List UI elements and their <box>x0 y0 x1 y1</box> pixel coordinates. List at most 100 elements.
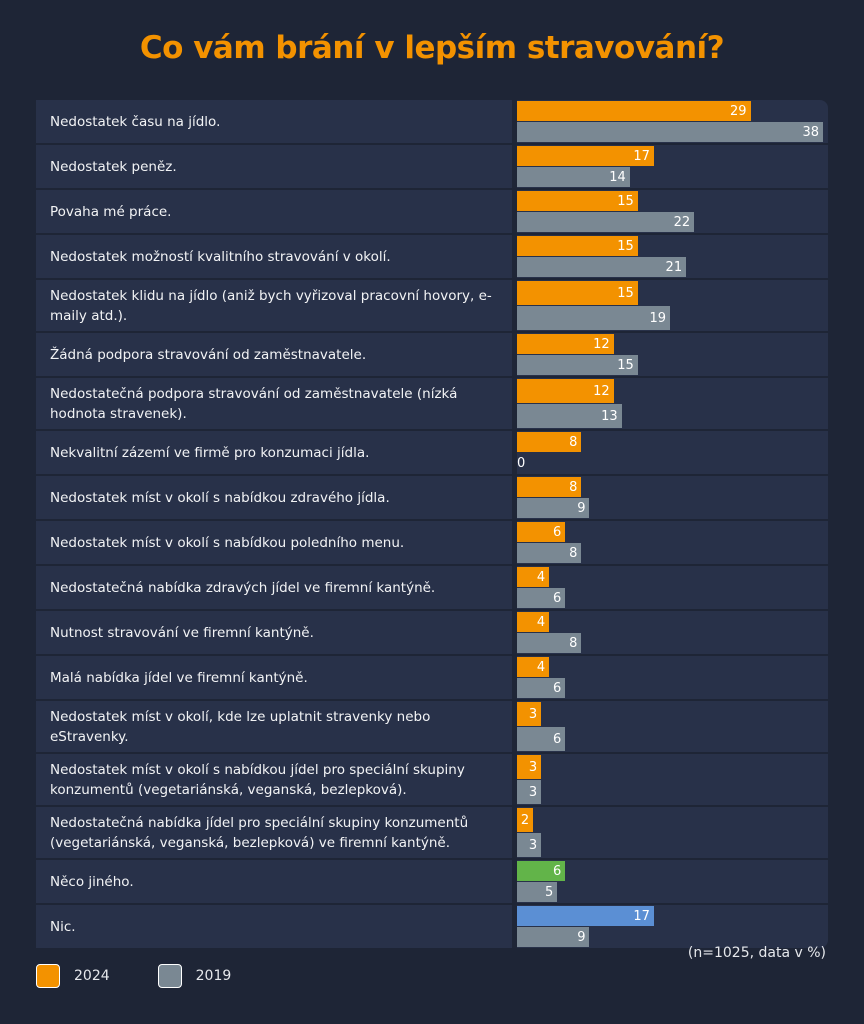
data-label: 29 <box>729 103 747 119</box>
data-label: 3 <box>528 759 538 775</box>
chart-row: Nedostatečná nabídka zdravých jídel ve f… <box>36 566 828 609</box>
bar-2024: 4 <box>517 612 550 632</box>
data-label: 6 <box>553 731 562 747</box>
chart-row: Nedostatek míst v okolí s nabídkou jídel… <box>36 754 828 805</box>
data-label: 3 <box>528 706 538 722</box>
bar-2019: 6 <box>517 588 566 608</box>
chart-row: Nedostatek času na jídlo. 29 38 <box>36 100 828 143</box>
data-label: 17 <box>633 908 650 924</box>
bar-2024: 4 <box>517 567 550 587</box>
bar-2024: 17 <box>517 146 654 166</box>
category-label: Povaha mé práce. <box>36 190 517 233</box>
category-label: Žádná podpora stravování od zaměstnavate… <box>36 333 517 376</box>
bar-2019: 6 <box>517 727 566 751</box>
category-label: Nedostatečná nabídka zdravých jídel ve f… <box>36 566 517 609</box>
data-label: 9 <box>577 929 586 945</box>
bar-2019: 19 <box>517 306 670 330</box>
category-label: Nedostatek míst v okolí, kde lze uplatni… <box>36 701 517 752</box>
data-label: 6 <box>553 680 562 696</box>
data-label: 12 <box>593 336 610 352</box>
category-label: Nedostatek peněz. <box>36 145 517 188</box>
data-label: 15 <box>617 357 634 373</box>
chart-row: Nedostatek míst v okolí, kde lze uplatni… <box>36 701 828 752</box>
chart-row: Nedostatek peněz. 17 14 <box>36 145 828 188</box>
sample-note: (n=1025, data v %) <box>687 945 826 961</box>
category-label: Nutnost stravování ve firemní kantýně. <box>36 611 517 654</box>
category-label: Nedostatek míst v okolí s nabídkou poled… <box>36 521 517 564</box>
chart-row: Nedostatek míst v okolí s nabídkou poled… <box>36 521 828 564</box>
chart-row: Nedostatečná nabídka jídel pro speciální… <box>36 807 828 858</box>
bar-2019: 21 <box>517 257 687 277</box>
category-label: Nedostatečná nabídka jídel pro speciální… <box>36 807 517 858</box>
legend-label: 2024 <box>74 968 110 984</box>
category-label: Nedostatek míst v okolí s nabídkou zdrav… <box>36 476 517 519</box>
bar-2024: 15 <box>517 191 638 211</box>
bar-2024: 6 <box>517 861 566 881</box>
bar-2019: 22 <box>517 212 695 232</box>
category-label: Nekvalitní zázemí ve firmě pro konzumaci… <box>36 431 517 474</box>
data-label: 8 <box>569 545 578 561</box>
bar-2019: 3 <box>517 780 542 804</box>
legend-item-2024: 2024 <box>36 964 110 988</box>
data-label: 6 <box>553 524 562 540</box>
chart-row: Nedostatek klidu na jídlo (aniž bych vyř… <box>36 280 828 331</box>
bar-2024: 8 <box>517 477 582 497</box>
bar-2019: 3 <box>517 833 542 857</box>
data-label: 21 <box>665 259 683 275</box>
bar-2024: 2 <box>517 808 534 832</box>
bar-2019: 38 <box>517 122 823 142</box>
data-label: 4 <box>536 569 546 585</box>
data-label: 8 <box>569 635 578 651</box>
data-label: 8 <box>569 479 578 495</box>
bar-2024: 3 <box>517 702 542 726</box>
legend: 2024 2019 <box>36 964 279 988</box>
chart-row: Malá nabídka jídel ve firemní kantýně. 4 6 <box>36 656 828 699</box>
data-label: 5 <box>544 884 554 900</box>
bar-2024: 12 <box>517 379 614 403</box>
bar-2019: 13 <box>517 404 622 428</box>
data-label: 17 <box>633 148 650 164</box>
data-label: 15 <box>617 238 634 254</box>
data-label: 2 <box>520 812 530 828</box>
chart-row: Žádná podpora stravování od zaměstnavate… <box>36 333 828 376</box>
bar-2024: 29 <box>517 101 751 121</box>
chart-row: Nic. 17 9 <box>36 905 828 948</box>
category-label: Nedostatek možností kvalitního stravován… <box>36 235 517 278</box>
data-label: 9 <box>577 500 586 516</box>
legend-swatch-2019 <box>157 964 182 988</box>
data-label: 14 <box>609 169 626 185</box>
chart-row: Nedostatečná podpora stravování od zaměs… <box>36 378 828 429</box>
data-label: 38 <box>802 124 819 140</box>
bar-2024: 15 <box>517 236 638 256</box>
data-label: 6 <box>553 863 562 879</box>
data-label: 15 <box>617 193 634 209</box>
category-label: Nic. <box>36 905 517 948</box>
legend-label: 2019 <box>195 968 232 984</box>
data-label: 3 <box>528 837 538 853</box>
legend-swatch-2024 <box>36 964 60 988</box>
bar-2019: 8 <box>517 633 582 653</box>
bar-2024: 8 <box>517 432 582 452</box>
bar-2019: 5 <box>517 882 558 902</box>
bar-2019: 15 <box>517 355 638 375</box>
chart-row: Nedostatek možností kvalitního stravován… <box>36 235 828 278</box>
data-label: 3 <box>528 784 538 800</box>
bar-2019: 9 <box>517 498 590 518</box>
bar-2019: 9 <box>517 927 590 947</box>
data-label: 12 <box>593 383 610 399</box>
category-label: Nedostatek míst v okolí s nabídkou jídel… <box>36 754 517 805</box>
data-label: 15 <box>617 285 634 301</box>
chart-title: Co vám brání v lepším stravování? <box>139 30 725 66</box>
data-label: 4 <box>536 614 546 630</box>
data-label: 6 <box>553 590 562 606</box>
category-label: Něco jiného. <box>36 860 517 903</box>
category-label: Nedostatečná podpora stravování od zaměs… <box>36 378 517 429</box>
category-label: Nedostatek klidu na jídlo (aniž bych vyř… <box>36 280 517 331</box>
chart-row: Nutnost stravování ve firemní kantýně. 4 8 <box>36 611 828 654</box>
chart-row: Nekvalitní zázemí ve firmě pro konzumaci… <box>36 431 828 474</box>
chart-row: Něco jiného. 6 5 <box>36 860 828 903</box>
data-label: 19 <box>649 310 666 326</box>
category-label: Nedostatek času na jídlo. <box>36 100 517 143</box>
bar-2024: 17 <box>517 906 654 926</box>
data-label: 13 <box>601 408 618 424</box>
